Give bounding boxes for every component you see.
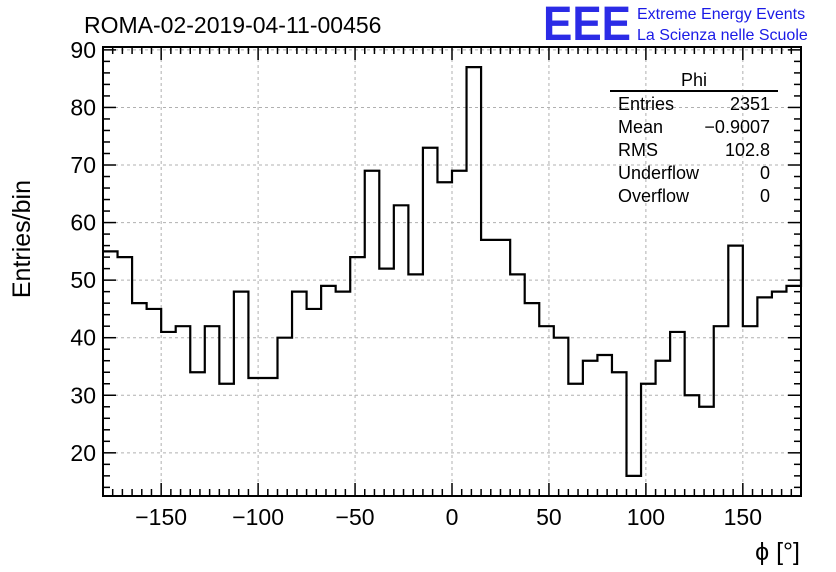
logo-mark: EEE: [543, 0, 631, 51]
stats-value-mean: −0.9007: [704, 117, 770, 137]
chart-title: ROMA-02-2019-04-11-00456: [84, 12, 381, 38]
stats-label-underflow: Underflow: [618, 163, 700, 183]
axis-ticks: [103, 47, 801, 496]
stats-value-entries: 2351: [730, 94, 770, 114]
stats-label-overflow: Overflow: [618, 186, 690, 206]
x-tick-label: −150: [135, 504, 187, 530]
stats-label-mean: Mean: [618, 117, 663, 137]
y-tick-label: 30: [70, 382, 96, 408]
y-axis-label: Entries/bin: [8, 180, 36, 298]
y-tick-label: 40: [70, 325, 96, 351]
logo-line-1: Extreme Energy Events: [637, 6, 805, 23]
stats-value-rms: 102.8: [725, 140, 770, 160]
x-tick-label: 0: [446, 504, 459, 530]
stats-value-overflow: 0: [760, 186, 770, 206]
x-tick-labels: −150 −100 −50 0 50 100 150: [135, 504, 762, 530]
y-tick-label: 90: [70, 37, 96, 63]
y-tick-label: 50: [70, 267, 96, 293]
x-tick-label: −50: [336, 504, 375, 530]
stats-label-rms: RMS: [618, 140, 658, 160]
y-tick-label: 60: [70, 210, 96, 236]
stats-label-entries: Entries: [618, 94, 674, 114]
x-tick-label: −100: [232, 504, 284, 530]
x-tick-label: 150: [724, 504, 762, 530]
stats-title: Phi: [681, 70, 707, 90]
stats-value-underflow: 0: [760, 163, 770, 183]
eee-logo: EEE Extreme Energy Events La Scienza nel…: [543, 0, 808, 51]
x-axis-label: ϕ [°]: [755, 538, 800, 566]
grid-lines: [103, 47, 801, 496]
y-tick-label: 20: [70, 440, 96, 466]
y-tick-label: 80: [70, 94, 96, 120]
logo-line-2: La Scienza nelle Scuole: [637, 27, 808, 44]
y-tick-labels: 20 30 40 50 60 70 80 90: [70, 37, 96, 466]
stats-box: Phi Entries 2351 Mean −0.9007 RMS 102.8 …: [610, 70, 778, 206]
histogram-series: [103, 66, 803, 477]
x-tick-label: 50: [536, 504, 562, 530]
x-tick-label: 100: [627, 504, 665, 530]
y-tick-label: 70: [70, 152, 96, 178]
